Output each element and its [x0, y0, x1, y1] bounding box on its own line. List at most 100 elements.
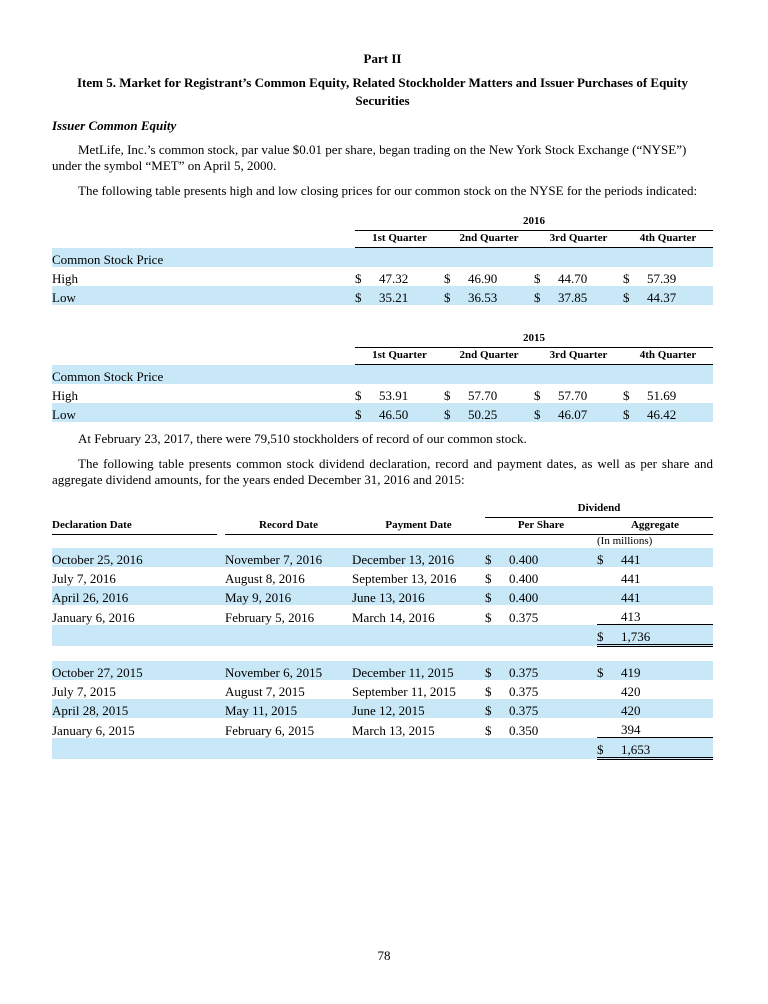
column-header-q3: 3rd Quarter [534, 348, 623, 365]
currency-symbol: $ [355, 271, 362, 286]
total-row-2016: $ 1,736 [52, 624, 714, 647]
item-5-title: Item 5. Market for Registrant’s Common E… [77, 75, 688, 108]
declaration-date: October 27, 2015 [52, 665, 143, 680]
currency-symbol: $ [355, 388, 362, 403]
declaration-date: April 28, 2015 [52, 703, 129, 718]
cell-value: 50.25 [468, 407, 498, 422]
row-label: Low [52, 290, 76, 305]
currency-symbol: $ [444, 290, 451, 305]
dividend-table: Dividend Declaration Date Record Date Pa… [52, 502, 714, 760]
aggregate-value: 441 [621, 552, 641, 567]
dividend-span-header-row: Dividend [52, 502, 714, 518]
cell-value: 44.37 [647, 290, 677, 305]
currency-symbol: $ [534, 290, 541, 305]
currency-symbol: $ [485, 609, 492, 625]
table-row-low: Low $ 46.50 $ 50.25 $ 46.07 $ 46.42 [52, 403, 713, 422]
aggregate-value: 394 [621, 722, 641, 737]
group-label: Common Stock Price [52, 252, 164, 267]
table-row-high: High $ 53.91 $ 57.70 $ 57.70 $ 51.69 [52, 384, 713, 403]
cell-value: 46.42 [647, 407, 677, 422]
stock-price-table-2016: 2016 1st Quarter 2nd Quarter 3rd Quarter… [52, 215, 713, 305]
aggregate-value: 420 [621, 703, 641, 718]
aggregate-units-note: (In millions) [597, 535, 653, 547]
cell-value: 57.70 [468, 388, 498, 403]
table-row: January 6, 2015 February 6, 2015 March 1… [52, 718, 713, 738]
currency-symbol: $ [534, 271, 541, 286]
column-header-q1: 1st Quarter [355, 348, 444, 365]
payment-date: June 12, 2015 [352, 703, 425, 718]
per-share-value: 0.400 [509, 590, 539, 605]
paragraph-common-stock-intro: MetLife, Inc.’s common stock, par value … [52, 142, 687, 173]
table-row: April 28, 2015 May 11, 2015 June 12, 201… [52, 699, 714, 718]
aggregate-value: 441 [621, 590, 641, 605]
column-header-q2: 2nd Quarter [444, 348, 534, 365]
table-row: October 27, 2015 November 6, 2015 Decemb… [52, 661, 714, 680]
table-row: April 26, 2016 May 9, 2016 June 13, 2016… [52, 586, 714, 605]
cell-value: 36.53 [468, 290, 498, 305]
currency-symbol: $ [485, 722, 492, 738]
cell-value: 35.21 [379, 290, 409, 305]
cell-value: 44.70 [558, 271, 588, 286]
year-label: 2015 [355, 332, 713, 348]
declaration-date: July 7, 2016 [52, 571, 116, 586]
aggregate-value: 420 [621, 684, 641, 699]
per-share-value: 0.375 [509, 703, 539, 718]
page-content: Part II Item 5. Market for Registrant’s … [52, 51, 714, 760]
quarter-header-row: 1st Quarter 2nd Quarter 3rd Quarter 4th … [52, 231, 713, 248]
paragraph-dividend-intro: The following table presents common stoc… [52, 456, 713, 487]
payment-date: December 13, 2016 [352, 552, 455, 567]
per-share-value: 0.375 [509, 665, 539, 680]
currency-symbol: $ [623, 388, 630, 403]
currency-symbol: $ [534, 407, 541, 422]
per-share-value: 0.350 [509, 722, 539, 738]
cell-value: 46.07 [558, 407, 588, 422]
declaration-date: July 7, 2015 [52, 684, 116, 699]
table-row-group-label: Common Stock Price [52, 248, 713, 267]
column-header-q2: 2nd Quarter [444, 231, 534, 248]
currency-symbol: $ [485, 703, 492, 718]
payment-date: September 11, 2015 [352, 684, 456, 699]
currency-symbol: $ [485, 590, 492, 605]
column-header-aggregate: Aggregate [597, 518, 714, 535]
payment-date: March 13, 2015 [352, 722, 435, 738]
currency-symbol: $ [355, 407, 362, 422]
record-date: February 5, 2016 [225, 609, 315, 625]
currency-symbol: $ [597, 737, 621, 760]
currency-symbol: $ [444, 271, 451, 286]
declaration-date: January 6, 2016 [52, 609, 135, 625]
table-row: July 7, 2016 August 8, 2016 September 13… [52, 567, 713, 586]
aggregate-total: 1,736 [621, 624, 714, 647]
currency-symbol: $ [597, 665, 604, 680]
year-header-row: 2015 [52, 332, 713, 348]
column-header-payment-date: Payment Date [352, 518, 485, 535]
currency-symbol: $ [623, 290, 630, 305]
row-label: High [52, 388, 78, 403]
dividend-span-header: Dividend [485, 502, 714, 518]
per-share-value: 0.400 [509, 571, 539, 586]
currency-symbol: $ [623, 271, 630, 286]
column-header-q3: 3rd Quarter [534, 231, 623, 248]
currency-symbol: $ [534, 388, 541, 403]
cell-value: 51.69 [647, 388, 677, 403]
aggregate-total: 1,653 [621, 737, 714, 760]
currency-symbol: $ [597, 624, 621, 647]
cell-value: 53.91 [379, 388, 409, 403]
row-label: High [52, 271, 78, 286]
currency-symbol: $ [485, 552, 492, 567]
table-row: July 7, 2015 August 7, 2015 September 11… [52, 680, 713, 699]
record-date: November 6, 2015 [225, 665, 323, 680]
record-date: November 7, 2016 [225, 552, 323, 567]
column-header-q4: 4th Quarter [623, 348, 713, 365]
cell-value: 46.90 [468, 271, 498, 286]
total-row-2015: $ 1,653 [52, 737, 714, 760]
declaration-date: April 26, 2016 [52, 590, 129, 605]
cell-value: 37.85 [558, 290, 588, 305]
record-date: February 6, 2015 [225, 722, 315, 738]
cell-value: 47.32 [379, 271, 409, 286]
table-row-low: Low $ 35.21 $ 36.53 $ 37.85 $ 44.37 [52, 286, 713, 305]
cell-value: 57.70 [558, 388, 588, 403]
table-row-high: High $ 47.32 $ 46.90 $ 44.70 $ 57.39 [52, 267, 713, 286]
currency-symbol: $ [597, 552, 604, 567]
part-title: Part II [363, 51, 402, 66]
